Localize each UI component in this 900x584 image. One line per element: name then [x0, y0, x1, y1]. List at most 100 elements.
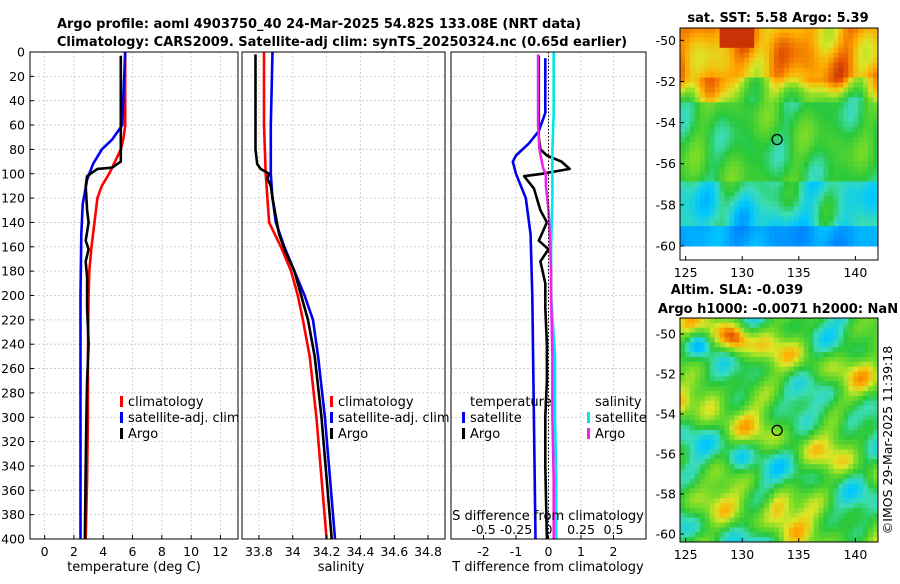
map-cell [848, 410, 854, 416]
map-cell [783, 221, 790, 227]
map-cell [774, 127, 780, 133]
map-cell [858, 191, 864, 197]
map-cell [828, 107, 834, 113]
map-cell [868, 67, 874, 74]
map-cell [838, 161, 844, 168]
map-cell [729, 517, 735, 524]
map-cell [759, 201, 765, 207]
map-cell [858, 395, 864, 402]
map-cell [769, 507, 775, 514]
map-cell [853, 430, 859, 436]
map-cell [818, 156, 825, 163]
map-cell [774, 72, 780, 79]
map-cell [680, 57, 686, 64]
map-cell [704, 425, 711, 431]
map-cell [833, 488, 839, 494]
map-cell [823, 67, 829, 74]
map-cell [769, 226, 775, 232]
map-cell [724, 405, 730, 412]
map-cell [744, 82, 750, 88]
map-cell [749, 67, 755, 74]
map-cell [788, 72, 795, 79]
map-cell [838, 122, 844, 128]
map-cell [749, 337, 755, 343]
map-cell [689, 420, 696, 426]
map-cell [823, 439, 829, 446]
map-cell [749, 439, 755, 446]
map-cell [684, 342, 691, 348]
map-cell [793, 430, 800, 436]
map-cell [699, 405, 706, 412]
map-cell [684, 318, 691, 324]
map-cell [689, 434, 696, 441]
map-cell [744, 449, 750, 455]
map-cell [714, 32, 721, 39]
map-cell [680, 327, 686, 334]
map-cell [838, 337, 844, 343]
map-cell [719, 342, 726, 348]
map-cell [838, 410, 844, 416]
map-cell [783, 454, 790, 460]
map-cell [680, 52, 686, 59]
map-cell [734, 337, 740, 343]
map-cell [719, 454, 726, 460]
map-cell [803, 522, 810, 528]
y-tick-label: 360 [1, 483, 25, 498]
map-cell [798, 161, 805, 168]
map-cell [798, 517, 805, 524]
map-cell [724, 77, 730, 83]
map-cell [798, 415, 805, 421]
map-cell [719, 459, 726, 465]
map-cell [694, 415, 701, 421]
map-cell [863, 473, 869, 480]
map-cell [793, 206, 800, 212]
map-cell [714, 137, 721, 143]
map-cell [783, 537, 790, 543]
map-cell [759, 503, 765, 509]
map-cell [704, 151, 711, 158]
map-cell [783, 141, 790, 148]
x-tick-label: 0 [545, 544, 553, 559]
map-cell [680, 454, 686, 460]
map-cell [803, 166, 810, 173]
map-cell [754, 337, 760, 343]
map-cell [779, 216, 785, 222]
map-cell [680, 72, 686, 79]
map-cell [704, 347, 711, 353]
map-cell [769, 439, 775, 446]
map-cell [684, 337, 691, 343]
map-cell [838, 439, 844, 446]
map-cell [680, 318, 686, 324]
map-cell [699, 211, 706, 217]
map-cell [704, 405, 711, 412]
map-cell [848, 517, 854, 524]
map-cell [868, 161, 874, 168]
map-cell [828, 176, 834, 183]
map-cell [813, 201, 820, 207]
map-cell [680, 28, 686, 34]
map-cell [813, 434, 820, 441]
map-cell [764, 57, 770, 64]
map-cell [843, 32, 849, 39]
map-cell [818, 32, 825, 39]
map-cell [828, 186, 834, 192]
map-cell [704, 468, 711, 475]
map-cell [714, 52, 721, 59]
map-cell [759, 464, 765, 470]
map-cell [779, 537, 785, 543]
map-cell [764, 483, 770, 489]
map-cell [734, 464, 740, 470]
map-cell [818, 527, 825, 533]
map-cell [749, 322, 755, 329]
map-cell [779, 386, 785, 392]
map-cell [863, 141, 869, 148]
map-cell [714, 236, 721, 242]
map-cell [734, 72, 740, 79]
map-cell [838, 420, 844, 426]
map-cell [823, 493, 829, 499]
map-cell [684, 400, 691, 407]
map-cell [749, 342, 755, 348]
map-cell [863, 322, 869, 329]
map-cell [764, 507, 770, 514]
map-cell [858, 166, 864, 173]
